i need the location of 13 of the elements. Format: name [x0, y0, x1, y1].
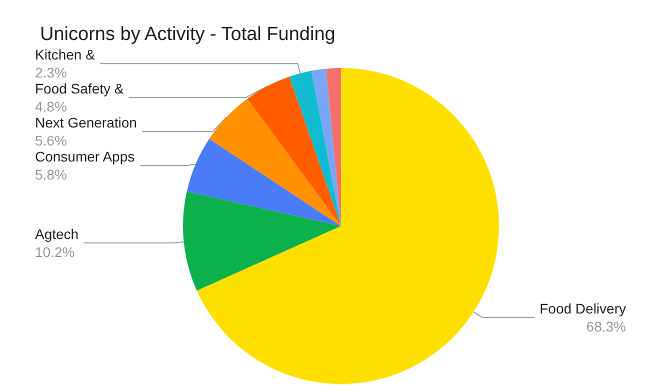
data-label: 2.3% [35, 64, 67, 81]
data-label: 4.8% [35, 98, 67, 115]
data-label: 5.6% [35, 132, 67, 149]
slice-label: Kitchen & [35, 46, 96, 63]
slice-label: Consumer Apps [35, 148, 135, 165]
slice-label: Next Generation [35, 114, 137, 131]
data-label: 5.8% [35, 166, 67, 183]
data-label: 10.2% [35, 244, 75, 260]
data-label: 68.3% [586, 318, 626, 334]
slice-label: Food Safety & [35, 80, 124, 97]
slice-label: Food Delivery [540, 300, 626, 316]
slice-label: Agtech [35, 226, 79, 242]
chart-title: Unicorns by Activity - Total Funding [40, 24, 336, 45]
